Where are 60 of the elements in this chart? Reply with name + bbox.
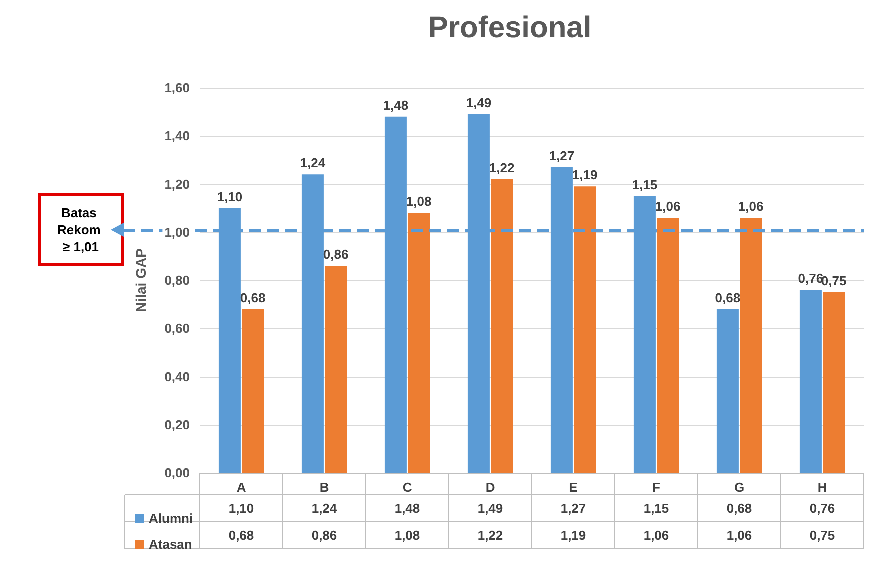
text: 1,48 xyxy=(383,98,409,113)
text: 1,49 xyxy=(466,95,492,110)
chart-title: Profesional xyxy=(428,12,592,44)
x-tick-label: H xyxy=(818,480,828,495)
y-tick-label: 1,20 xyxy=(164,176,190,192)
bar xyxy=(657,218,680,473)
bar xyxy=(574,186,596,473)
data-label: 0,68 xyxy=(726,501,752,516)
ref-line-label: Batas Rekom ≥ 1,01 xyxy=(58,205,104,254)
text: 1,24 xyxy=(300,156,326,171)
bar xyxy=(325,266,348,473)
bar xyxy=(800,290,822,473)
x-tick-label: E xyxy=(569,480,578,495)
data-label: 1,15 xyxy=(644,501,670,516)
text: 1,22 xyxy=(489,160,515,176)
bar xyxy=(716,309,739,473)
y-tick-label: 0,60 xyxy=(164,321,190,336)
bar xyxy=(740,218,762,473)
bar xyxy=(242,309,264,473)
y-tick-label: 1,40 xyxy=(164,128,190,144)
data-label: 1,19 xyxy=(560,528,586,543)
text: 0,76 xyxy=(798,271,824,286)
text: 1,27 xyxy=(549,148,575,164)
y-tick-label: 1,00 xyxy=(164,224,190,240)
data-label: 0,68 xyxy=(228,528,254,543)
y-tick-label: 1,60 xyxy=(164,80,190,96)
text: 1,06 xyxy=(655,198,681,214)
legend-label: Alumni xyxy=(149,511,194,526)
bar xyxy=(491,179,514,473)
data-label: 1,27 xyxy=(560,501,586,516)
x-tick-label: F xyxy=(652,480,661,495)
data-label: 1,48 xyxy=(394,501,420,516)
data-label: 1,24 xyxy=(312,501,338,516)
x-tick-label: D xyxy=(486,480,496,495)
data-label: 1,49 xyxy=(478,501,504,516)
text: 1,19 xyxy=(572,168,598,183)
bar xyxy=(408,213,430,473)
y-tick-label: 0,40 xyxy=(164,369,190,384)
text: 1,06 xyxy=(738,198,764,214)
data-label: 1,06 xyxy=(644,528,670,543)
text: 1,15 xyxy=(632,177,658,192)
data-label: 0,76 xyxy=(810,501,836,516)
data-label: 1,22 xyxy=(478,528,504,543)
x-tick-label: B xyxy=(320,480,330,495)
y-tick-label: 0,00 xyxy=(164,466,190,480)
y-axis-title: Nilai GAP xyxy=(133,248,149,312)
text: 1,10 xyxy=(217,189,243,204)
data-label: 0,86 xyxy=(312,528,338,543)
text: 1,08 xyxy=(406,194,432,210)
data-label: 1,08 xyxy=(394,528,420,543)
x-tick-label: G xyxy=(734,480,745,495)
y-tick-label: 0,80 xyxy=(164,273,190,288)
data-label: 0,75 xyxy=(810,528,836,543)
x-tick-label: A xyxy=(236,480,247,495)
data-label: 1,06 xyxy=(726,528,752,543)
x-tick-label: C xyxy=(402,480,413,495)
data-label: 1,10 xyxy=(228,501,254,516)
legend-label: Atasan xyxy=(149,537,192,552)
y-tick-label: 0,20 xyxy=(164,417,190,432)
bar xyxy=(823,292,846,473)
